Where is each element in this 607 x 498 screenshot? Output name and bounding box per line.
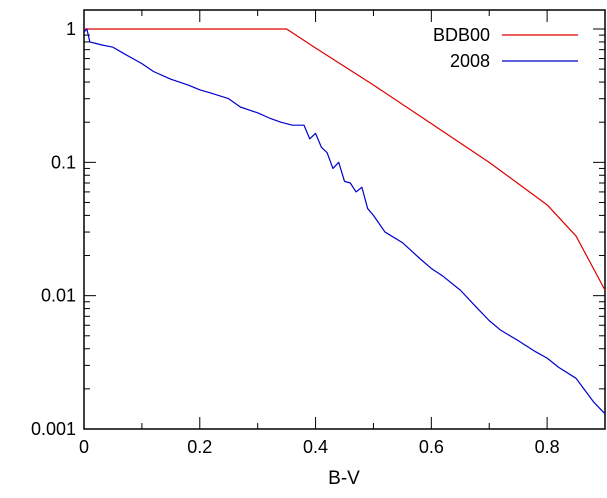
- y-tick-label: 0.001: [31, 419, 76, 439]
- x-tick-label: 0: [79, 437, 89, 457]
- axis-ticks: [83, 10, 606, 430]
- x-tick-label: 0.6: [419, 437, 444, 457]
- legend: BDB00 2008: [433, 25, 578, 71]
- series-line-bdb00: [84, 28, 606, 291]
- x-tick-label: 0.2: [187, 437, 212, 457]
- plot-frame: [83, 9, 606, 430]
- series-lines: [83, 28, 606, 415]
- y-tick-label: 0.1: [51, 152, 76, 172]
- legend-label-2008: 2008: [450, 51, 490, 71]
- y-tick-label: 1: [66, 19, 76, 39]
- y-tick-label: 0.01: [41, 286, 76, 306]
- tick-labels: 0 0.2 0.4 0.6 0.8 0.001 0.01 0.1 1: [31, 19, 560, 457]
- series-line-2008: [83, 28, 606, 415]
- x-axis-label: B-V: [328, 468, 360, 489]
- x-tick-label: 0.8: [535, 437, 560, 457]
- x-tick-label: 0.4: [303, 437, 328, 457]
- legend-label-bdb00: BDB00: [433, 25, 490, 45]
